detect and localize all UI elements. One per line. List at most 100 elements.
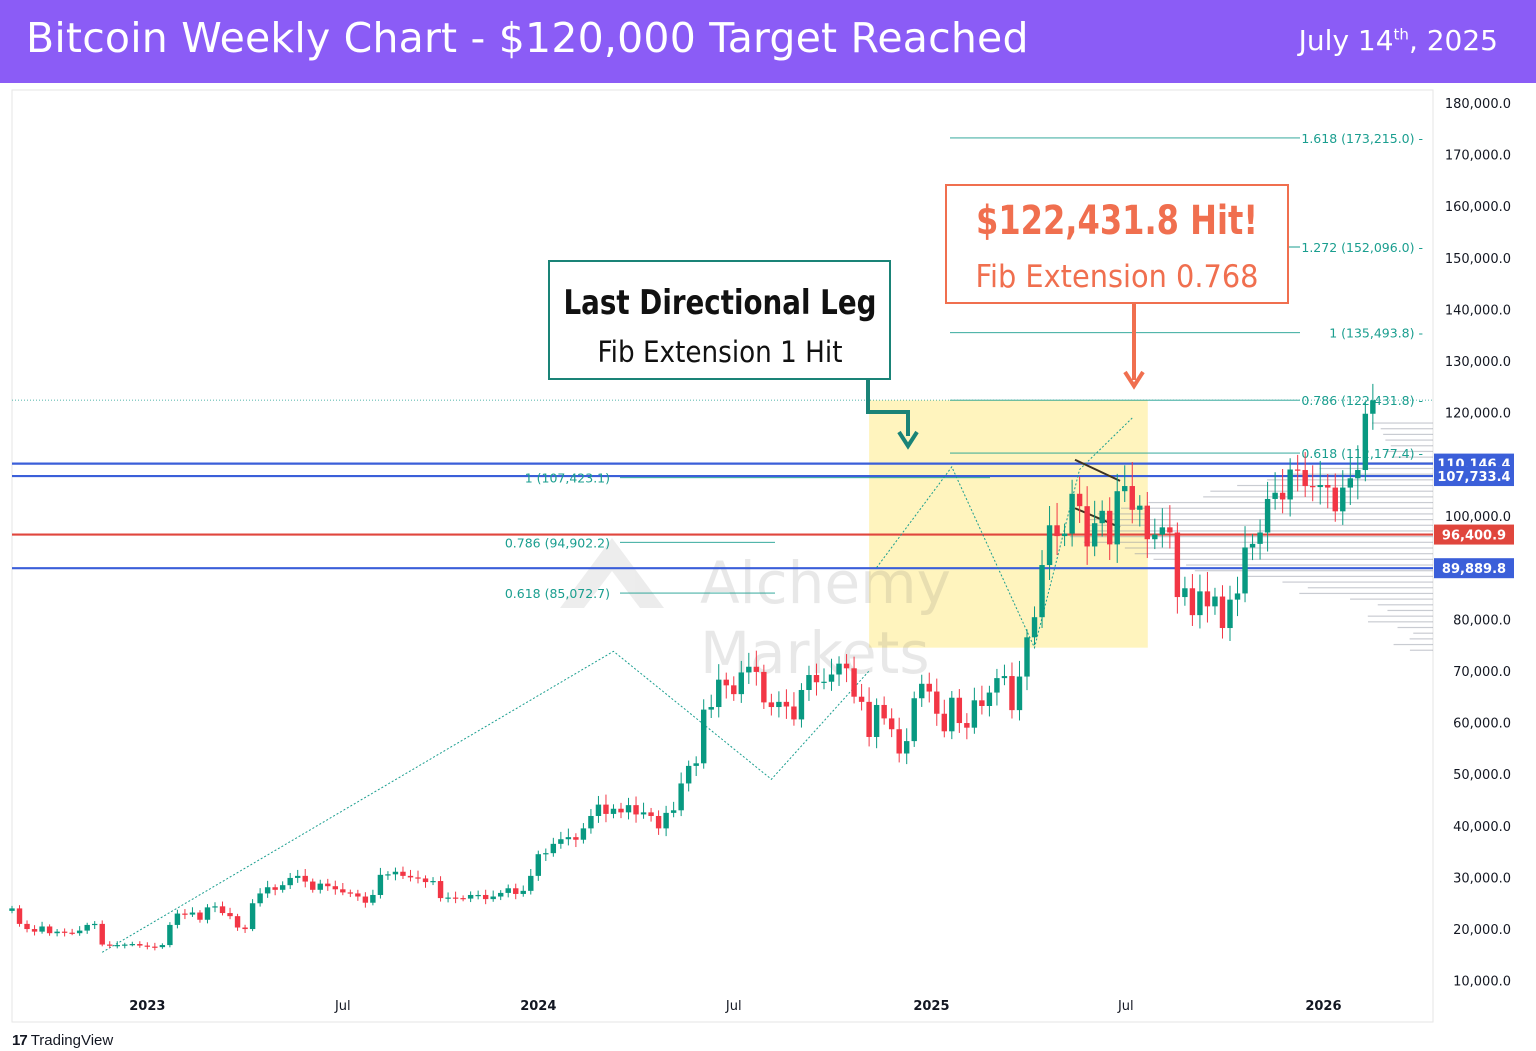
candle-body <box>919 684 924 698</box>
candle-body <box>287 878 292 885</box>
candle-body <box>1032 617 1037 637</box>
fib-label-right: 0.618 (112,177.4) - <box>1301 446 1423 461</box>
volume-bar <box>1398 627 1433 628</box>
candle-body <box>881 705 886 718</box>
candle-body <box>1039 565 1044 617</box>
candle-body <box>724 680 729 686</box>
candle-body <box>791 707 796 720</box>
y-tick-label: 130,000.0 <box>1445 355 1511 370</box>
y-tick-label: 50,000.0 <box>1453 768 1511 783</box>
candle-body <box>152 947 157 948</box>
candle-body <box>32 929 37 932</box>
candle-body <box>107 945 112 946</box>
volume-bar <box>1149 502 1433 503</box>
candle-body <box>957 698 962 723</box>
candle-body <box>1212 597 1217 607</box>
volume-bar <box>1282 581 1433 582</box>
candle-body <box>242 928 247 930</box>
fib-label-right: 1.272 (152,096.0) - <box>1301 240 1423 255</box>
candle-body <box>77 931 82 934</box>
candle-body <box>1272 493 1277 499</box>
candle-body <box>1287 470 1292 500</box>
candle-body <box>776 702 781 707</box>
candle-body <box>814 675 819 682</box>
candle-body <box>280 885 285 890</box>
candle-body <box>648 812 653 816</box>
volume-bar <box>1308 587 1433 588</box>
candle-body <box>1137 506 1142 510</box>
y-tick-label: 160,000.0 <box>1445 200 1511 215</box>
candle-body <box>9 908 14 910</box>
candle-body <box>235 916 240 927</box>
candle-body <box>1340 488 1345 512</box>
candle-body <box>1122 486 1127 491</box>
candle-body <box>536 854 541 876</box>
volume-bar <box>1203 496 1433 497</box>
candle-body <box>1227 600 1232 628</box>
candle-body <box>1318 485 1323 487</box>
candlestick-chart[interactable]: AlchemyMarkets110,146.4107,733.496,400.9… <box>0 83 1536 1028</box>
candle-body <box>385 874 390 875</box>
candle-body <box>1257 533 1262 544</box>
annotation-right-subtitle: Fib Extension 0.768 <box>976 259 1259 295</box>
chart-title: Bitcoin Weekly Chart - $120,000 Target R… <box>26 14 1029 62</box>
candle-body <box>1190 588 1195 615</box>
candle-body <box>24 924 29 929</box>
price-tag-label: 89,889.8 <box>1442 562 1506 577</box>
watermark-line1: Alchemy <box>700 549 951 617</box>
candle-body <box>1069 494 1074 534</box>
candle-body <box>588 816 593 828</box>
candle-body <box>656 816 661 828</box>
candle-body <box>190 913 195 915</box>
fib-label-left: 0.618 (85,072.7) <box>505 586 610 601</box>
candle-body <box>1024 637 1029 676</box>
candle-body <box>1250 544 1255 548</box>
candle-body <box>596 805 601 816</box>
candle-body <box>566 837 571 839</box>
tradingview-logo-icon: 17 <box>12 1032 27 1049</box>
candle-body <box>603 805 608 814</box>
candle-body <box>987 693 992 706</box>
candle-body <box>1333 488 1338 512</box>
volume-bar <box>1410 650 1433 651</box>
candle-body <box>438 881 443 898</box>
fib-label-left: 1 (107,423.1) <box>525 471 610 486</box>
candle-body <box>423 878 428 882</box>
y-tick-label: 140,000.0 <box>1445 303 1511 318</box>
candle-body <box>1182 588 1187 597</box>
candle-body <box>1363 414 1368 470</box>
volume-bar <box>1154 559 1433 560</box>
candle-body <box>1084 506 1089 546</box>
y-tick-label: 180,000.0 <box>1445 97 1511 112</box>
volume-bar <box>1086 519 1433 520</box>
candle-body <box>355 893 360 896</box>
candle-body <box>1220 597 1225 628</box>
volume-bar <box>1378 604 1433 605</box>
volume-bar <box>1319 468 1433 469</box>
candle-body <box>62 932 67 933</box>
x-tick-label: Jul <box>334 999 351 1014</box>
volume-bar <box>1385 439 1433 440</box>
candle-body <box>460 898 465 899</box>
candle-body <box>851 668 856 696</box>
candle-body <box>340 889 345 892</box>
candle-body <box>220 906 225 913</box>
y-tick-label: 170,000.0 <box>1445 149 1511 164</box>
candle-body <box>581 828 586 839</box>
tradingview-brand: 17 TradingView <box>12 1032 113 1049</box>
candle-body <box>1077 494 1082 506</box>
candle-body <box>303 876 308 882</box>
candle-body <box>272 887 277 890</box>
candle-body <box>844 664 849 669</box>
y-tick-label: 120,000.0 <box>1445 407 1511 422</box>
candle-body <box>1348 478 1353 487</box>
candle-body <box>333 886 338 889</box>
candle-body <box>896 729 901 753</box>
chart-date: July 14th, 2025 <box>1299 24 1498 57</box>
candle-body <box>1054 525 1059 536</box>
candle-body <box>100 924 105 945</box>
candle-body <box>836 664 841 675</box>
fib-label-left: 0.786 (94,902.2) <box>505 535 610 550</box>
candle-body <box>468 895 473 899</box>
candle-body <box>513 888 518 894</box>
